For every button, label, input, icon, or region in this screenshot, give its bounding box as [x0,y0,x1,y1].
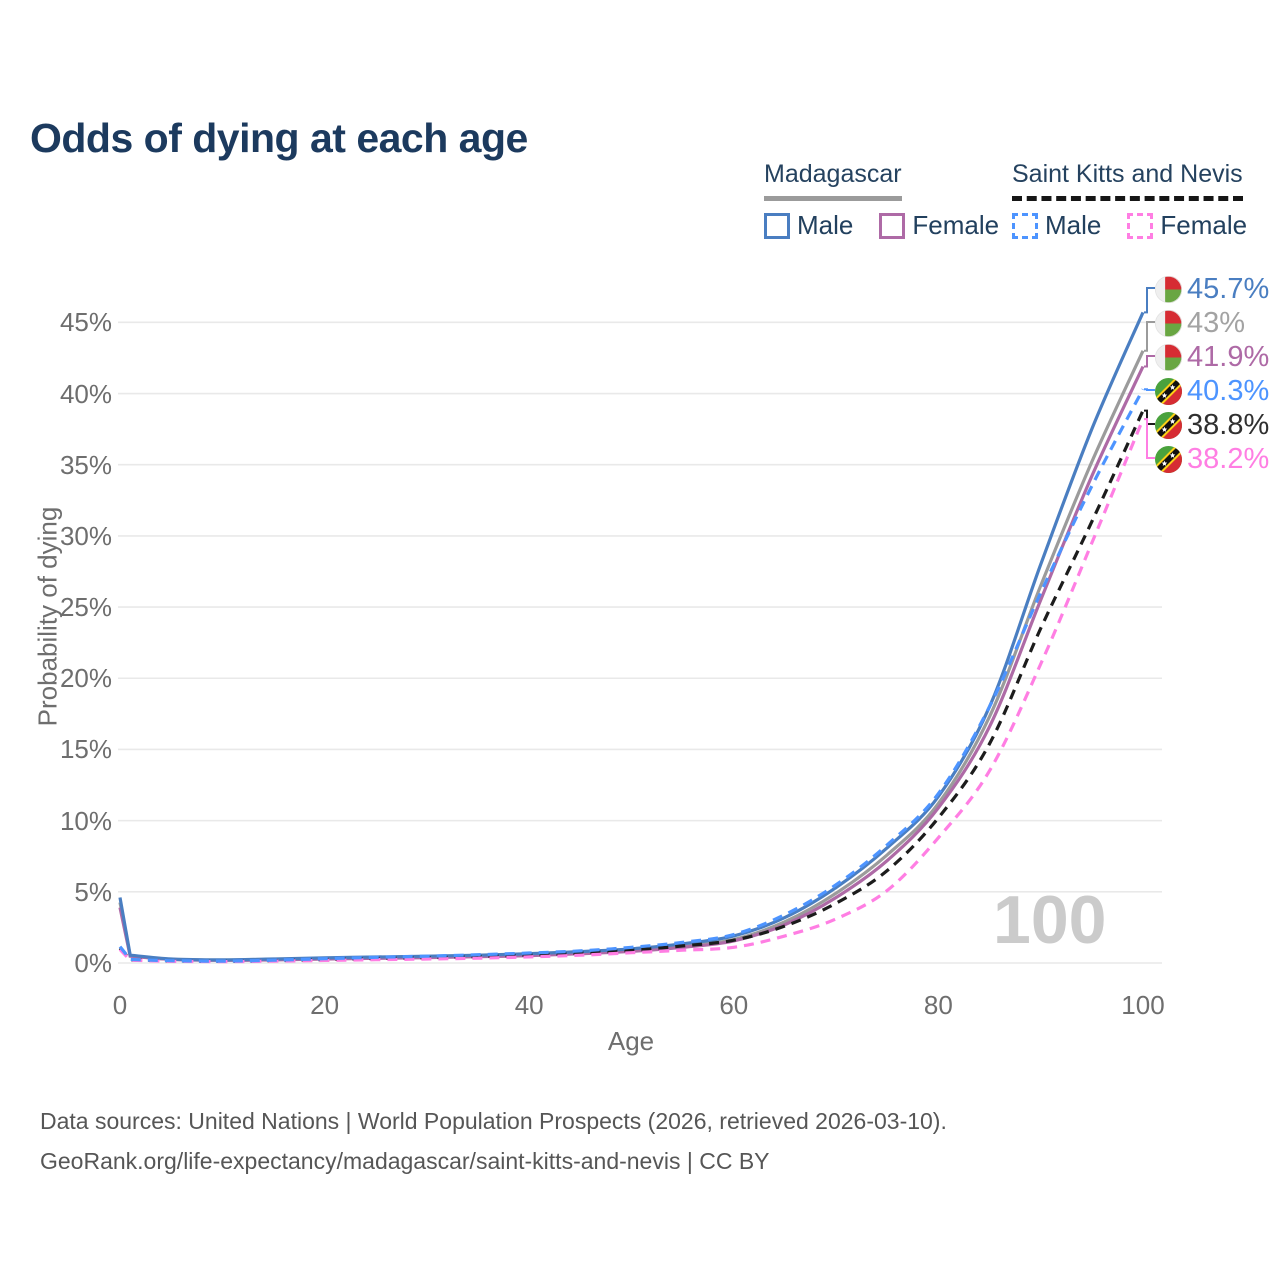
legend-item-label: Male [1045,210,1102,240]
x-axis-tick-label: 20 [310,990,340,1020]
end-value-label-madagascar: 43% [1155,307,1245,340]
x-axis-tick-label: 80 [923,990,953,1020]
leader-line [1144,388,1155,391]
data-source-note: Data sources: United Nations | World Pop… [40,1108,947,1134]
end-value-text: 41.9% [1187,341,1270,373]
x-axis-tick-label: 60 [719,990,749,1020]
leader-line [1144,321,1155,352]
y-axis-tick-label: 5% [74,876,112,907]
end-value-text: 43% [1187,307,1246,339]
legend-group-saint-kitts: Saint Kitts and Nevis Male Female [1012,160,1247,241]
series-line-saint-kitts-and-nevis-male[interactable] [118,388,1145,963]
legend-group-madagascar: Madagascar Male Female [764,160,999,241]
y-axis-tick-label: 25% [59,592,112,623]
end-value-label-saint-kitts-and-nevis-female: 38.2% [1155,443,1269,476]
y-axis-tick-label: 10% [59,805,112,836]
end-value-label-madagascar-female: 41.9% [1155,341,1269,374]
end-value-text: 38.8% [1187,409,1270,441]
saint-kitts-flag-icon [1155,412,1182,439]
madagascar-flag-icon [1155,276,1182,303]
legend-item-saint-kitts-male[interactable]: Male [1012,210,1101,241]
y-axis-tick-label: 35% [59,449,112,480]
leader-line [1144,418,1155,459]
legend-items-saint-kitts: Male Female [1012,210,1247,241]
saint-kitts-female-swatch-icon [1127,212,1154,239]
series-line-saint-kitts-and-nevis-female[interactable] [118,418,1145,964]
age-watermark: 100 [993,882,1106,958]
y-axis-tick-label: 40% [59,378,112,409]
series-line-madagascar-male[interactable] [118,311,1145,962]
legend-item-madagascar-male[interactable]: Male [764,210,853,241]
data-series-lines [118,311,1145,964]
leader-line [1144,355,1155,368]
end-value-label-saint-kitts-and-nevis: 38.8% [1155,409,1269,442]
series-line-saint-kitts-and-nevis[interactable] [118,409,1145,964]
label-leader-lines [1144,287,1155,459]
legend-item-label: Male [797,210,854,240]
madagascar-male-swatch-icon [764,212,790,239]
end-value-label-saint-kitts-and-nevis-male: 40.3% [1155,375,1269,408]
madagascar-female-swatch-icon [879,212,906,239]
y-axis-tick-label: 30% [59,520,112,551]
y-axis-tick-label: 0% [74,948,112,978]
end-value-text: 38.2% [1187,443,1270,475]
y-axis-tick-label: 15% [59,734,112,765]
leader-line [1144,287,1155,314]
end-value-label-madagascar-male: 45.7% [1155,273,1269,306]
leader-line [1144,409,1155,425]
legend-items-madagascar: Male Female [764,210,999,241]
y-axis-tick-label: 45% [59,307,112,338]
legend-country-madagascar[interactable]: Madagascar [764,160,902,201]
madagascar-flag-icon [1155,310,1182,337]
x-axis-title: Age [607,1026,655,1056]
legend-item-saint-kitts-female[interactable]: Female [1127,210,1247,241]
end-value-text: 40.3% [1187,375,1270,407]
legend-item-label: Female [912,210,1000,240]
page-title: Odds of dying at each age [30,115,528,162]
x-axis-tick-label: 0 [112,990,128,1020]
legend-country-saint-kitts[interactable]: Saint Kitts and Nevis [1012,160,1243,201]
legend-item-madagascar-female[interactable]: Female [879,210,999,241]
x-axis-tick-label: 100 [1121,990,1165,1020]
series-line-madagascar[interactable] [118,350,1145,962]
legend-item-label: Female [1160,210,1248,240]
x-axis-tick-label: 40 [514,990,544,1020]
attribution-link[interactable]: GeoRank.org/life-expectancy/madagascar/s… [40,1148,770,1174]
saint-kitts-male-swatch-icon [1012,212,1038,239]
gridlines [118,321,1162,964]
saint-kitts-flag-icon [1155,378,1182,405]
saint-kitts-flag-icon [1155,446,1182,473]
series-line-madagascar-female[interactable] [118,365,1145,962]
madagascar-flag-icon [1155,344,1182,371]
end-value-text: 45.7% [1187,273,1270,305]
y-axis-tick-label: 20% [59,663,112,694]
